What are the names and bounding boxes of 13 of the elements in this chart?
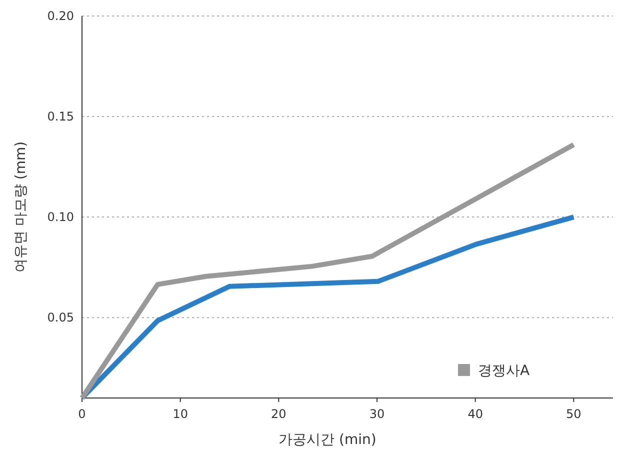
y-tick-label: 0.15 xyxy=(47,110,74,124)
x-tick-label: 40 xyxy=(468,407,483,421)
y-axis-title: 여유면 마모량 (mm) xyxy=(13,141,29,273)
x-tick-label: 20 xyxy=(271,407,286,421)
legend-label: 경쟁사A xyxy=(478,363,530,379)
y-tick-label: 0.10 xyxy=(47,210,74,224)
y-tick-label: 0.20 xyxy=(47,9,74,23)
x-tick-label: 30 xyxy=(369,407,385,421)
y-tick-label: 0.05 xyxy=(47,310,74,325)
x-tick-label: 50 xyxy=(566,407,582,421)
x-tick-label: 0 xyxy=(78,407,86,421)
x-tick-label: 10 xyxy=(172,407,188,421)
x-axis-title: 가공시간 (min) xyxy=(278,432,376,448)
